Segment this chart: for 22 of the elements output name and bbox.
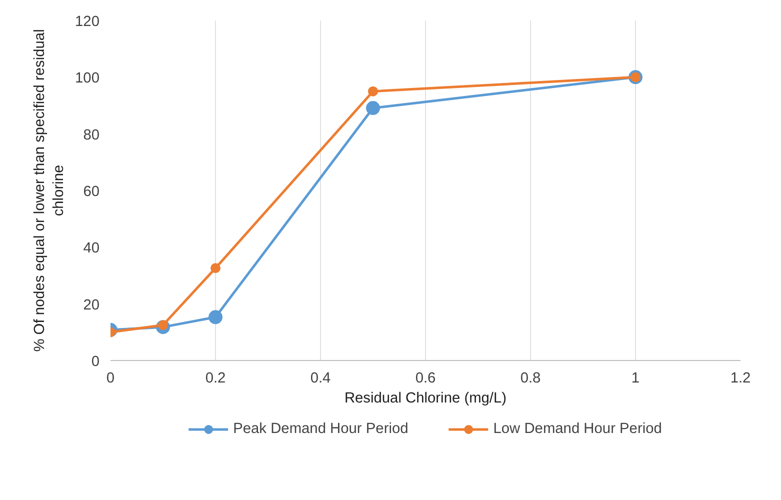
y-tick-label: 120: [75, 14, 100, 30]
x-tick-label: 0.8: [520, 370, 541, 386]
legend-label: Low Demand Hour Period: [493, 421, 662, 437]
y-axis-title: % Of nodes equal or lower than specified residual chlorine: [32, 29, 68, 352]
point: [208, 310, 222, 324]
y-tick-label: 100: [75, 70, 100, 87]
x-tick-label: 0.2: [205, 370, 226, 386]
y-tick-label: 60: [83, 184, 100, 200]
point: [366, 101, 380, 116]
y-tick-label: 20: [83, 297, 100, 314]
x-tick-label: 0: [106, 370, 115, 386]
point: [368, 86, 378, 96]
x-tick-label: 1.2: [730, 370, 751, 386]
y-tick-label: 0: [91, 354, 100, 370]
y-tick-label: 40: [83, 240, 100, 257]
x-tick-label: 0.4: [310, 370, 331, 386]
point: [210, 263, 220, 274]
legend-label: Peak Demand Hour Period: [233, 421, 408, 437]
x-axis-title: Residual Chlorine (mg/L): [344, 390, 507, 406]
x-tick-label: 1: [631, 370, 640, 386]
y-tick-label: 80: [83, 127, 100, 144]
x-tick-label: 0.6: [415, 370, 436, 386]
